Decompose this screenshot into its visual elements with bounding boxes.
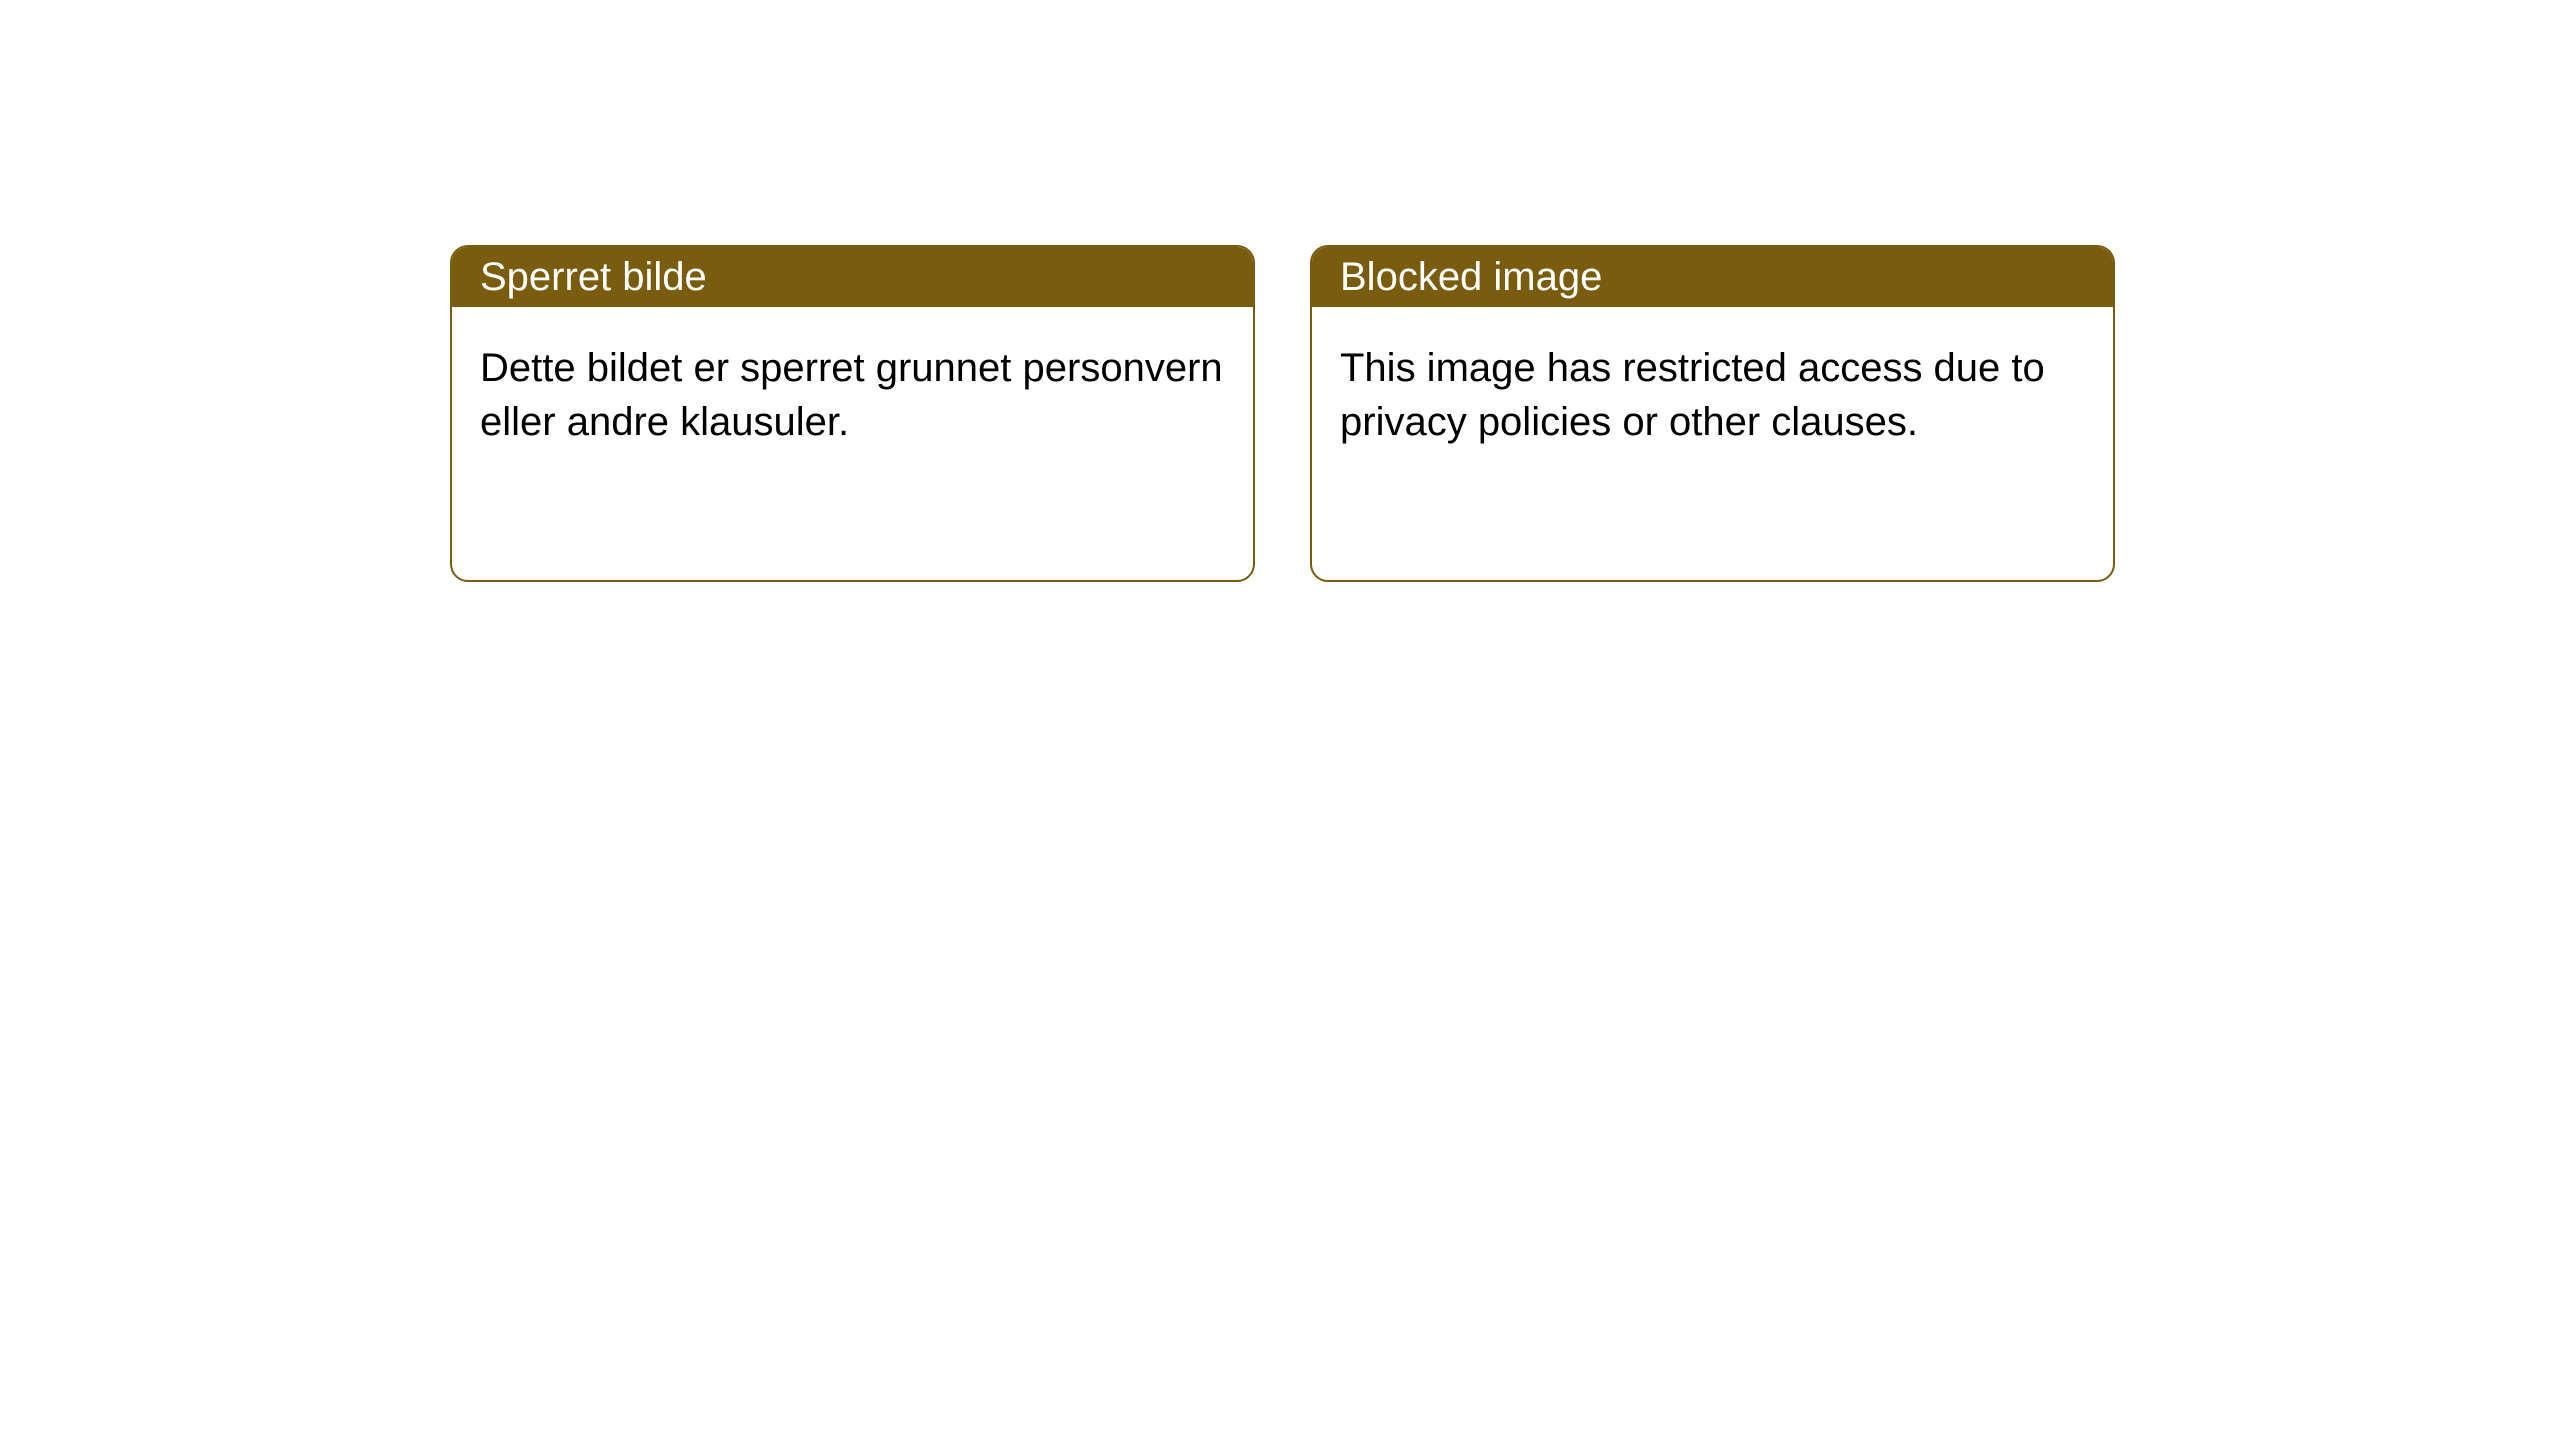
- card-header: Sperret bilde: [452, 247, 1253, 307]
- card-body-text: This image has restricted access due to …: [1340, 346, 2045, 444]
- blocked-image-card-norwegian: Sperret bilde Dette bildet er sperret gr…: [450, 245, 1255, 582]
- blocked-image-cards-container: Sperret bilde Dette bildet er sperret gr…: [450, 245, 2115, 582]
- card-body: Dette bildet er sperret grunnet personve…: [452, 307, 1253, 483]
- blocked-image-card-english: Blocked image This image has restricted …: [1310, 245, 2115, 582]
- card-body-text: Dette bildet er sperret grunnet personve…: [480, 346, 1223, 444]
- card-title: Blocked image: [1340, 255, 1602, 300]
- card-header: Blocked image: [1312, 247, 2113, 307]
- card-title: Sperret bilde: [480, 255, 707, 300]
- card-body: This image has restricted access due to …: [1312, 307, 2113, 483]
